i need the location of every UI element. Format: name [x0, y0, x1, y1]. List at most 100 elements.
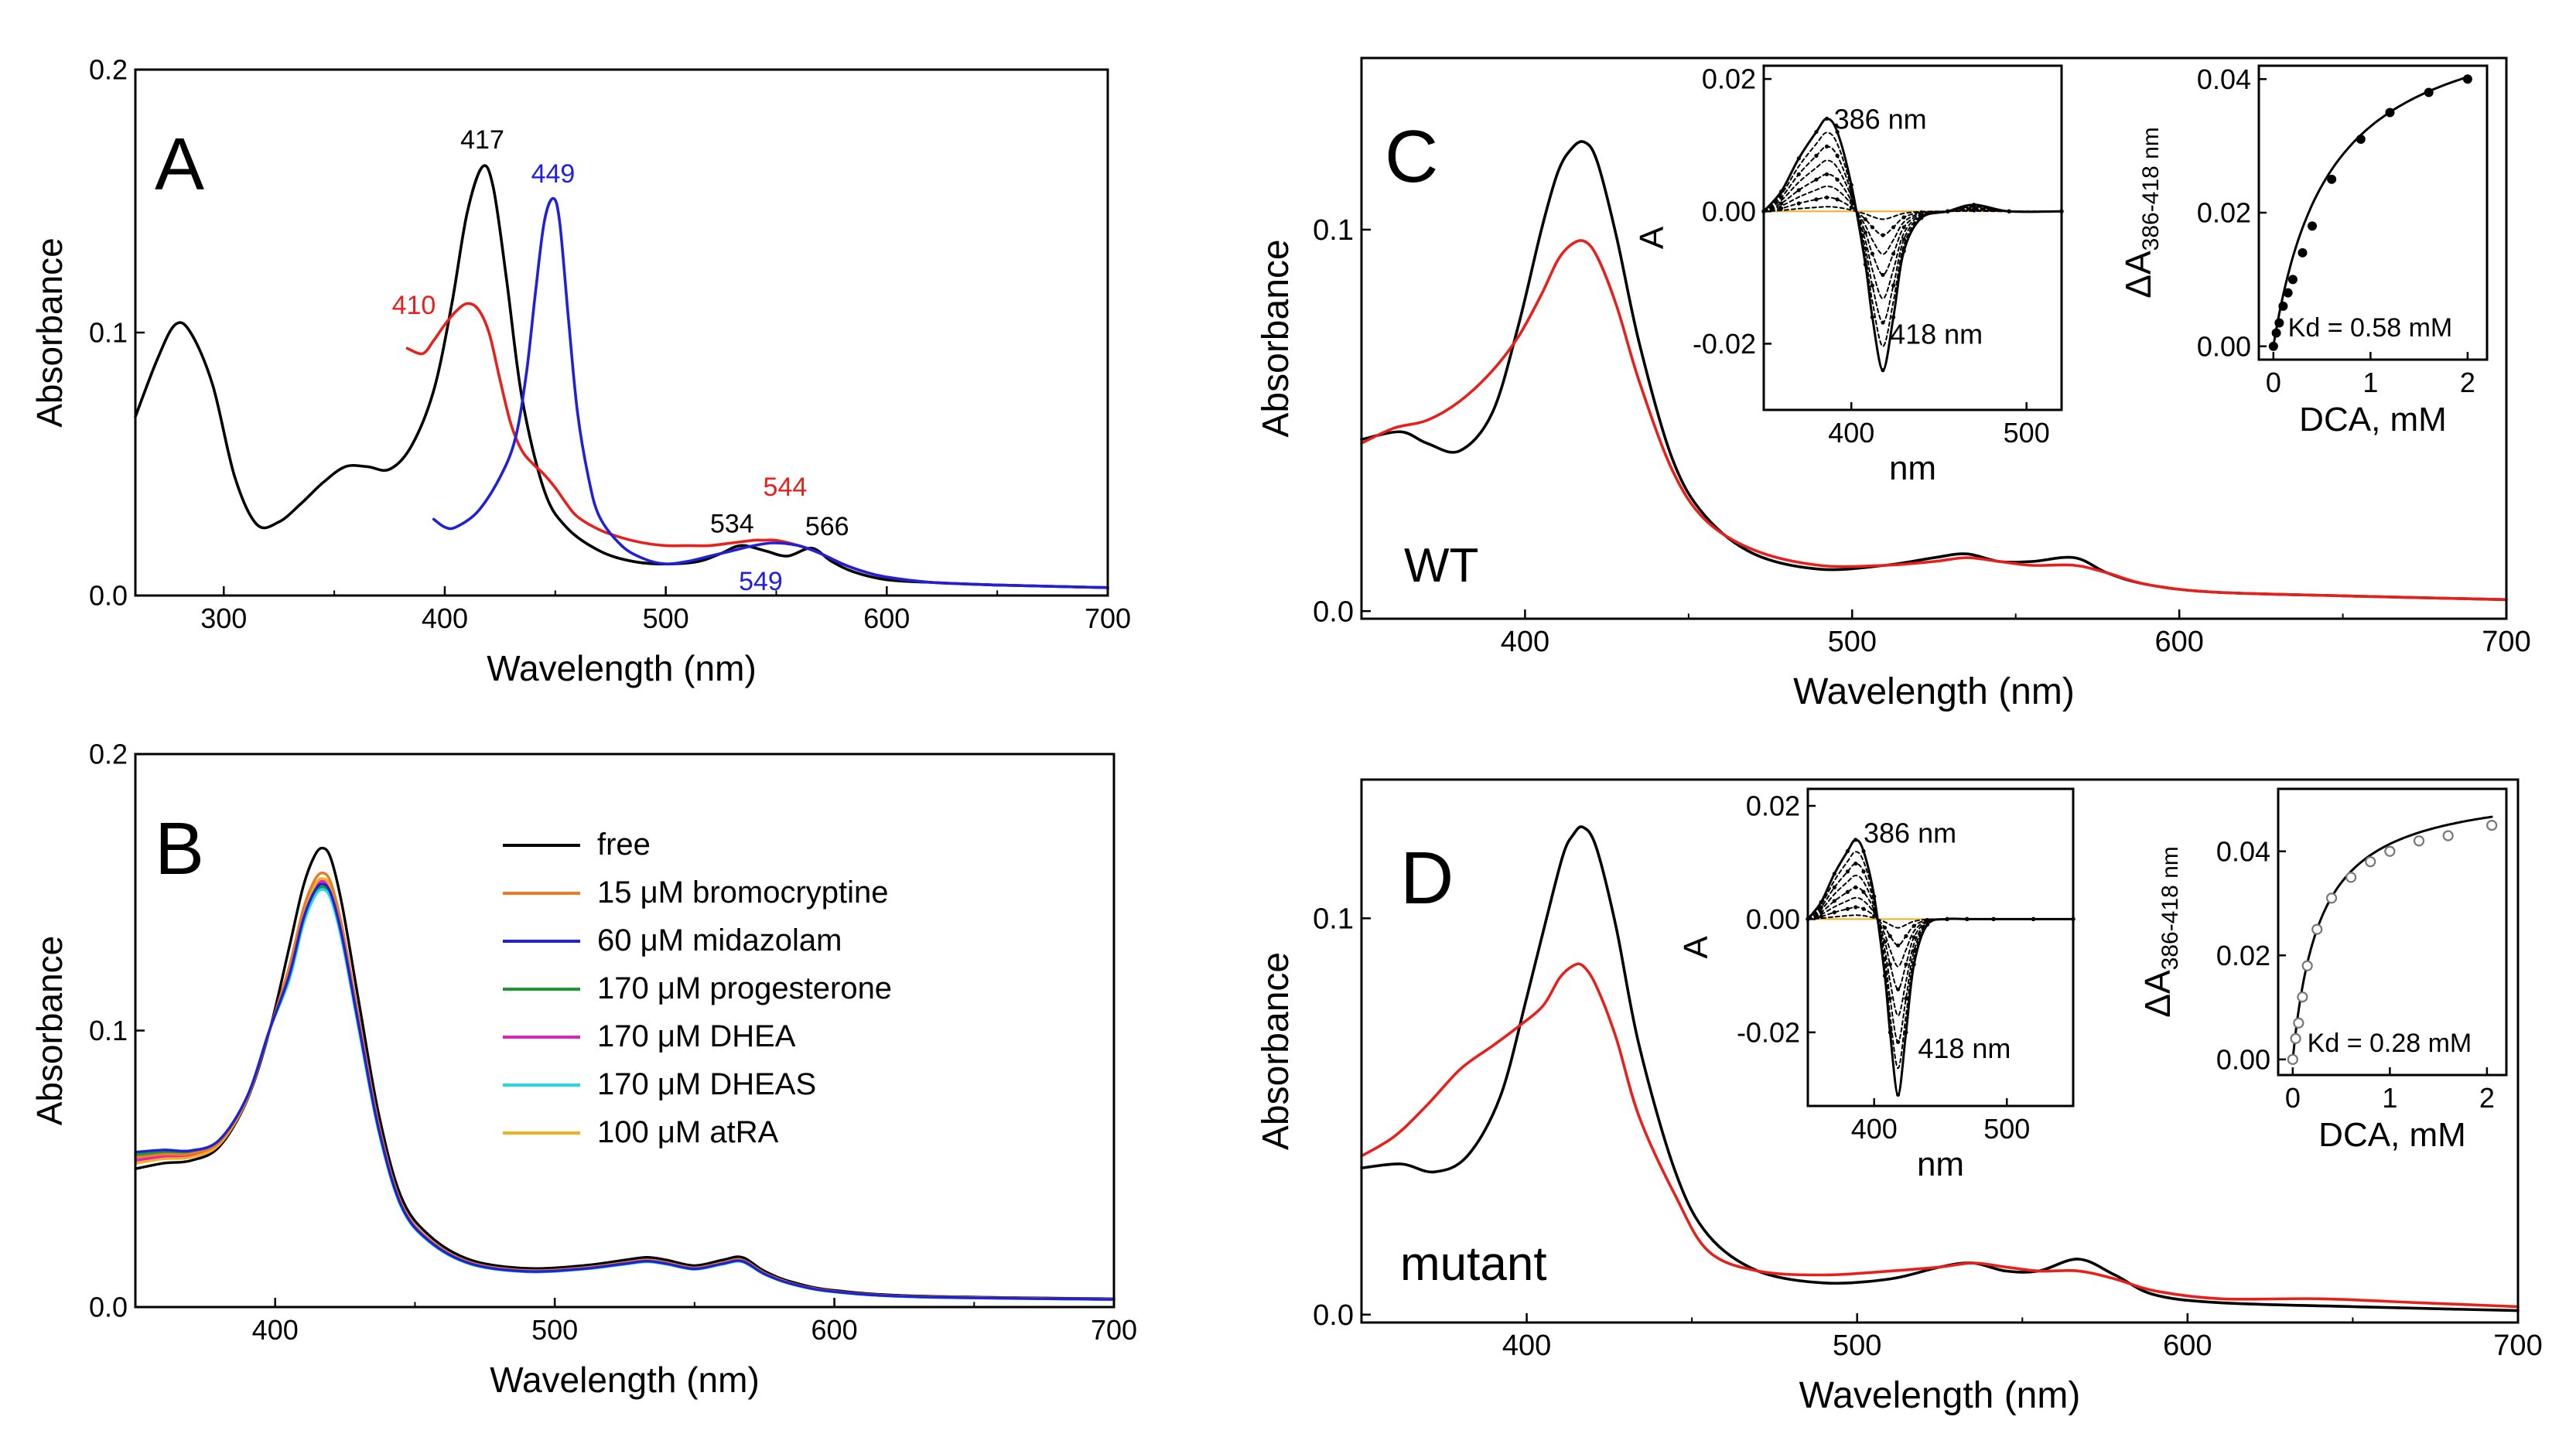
difference-point	[1845, 848, 1850, 854]
difference-point	[1779, 201, 1784, 206]
legend-entry: 170 μM progesterone	[597, 971, 892, 1005]
inset-y-axis-title-main: ΔA	[2118, 251, 2158, 299]
difference-point	[1796, 156, 1801, 161]
difference-point	[1945, 916, 1949, 921]
inset-peak-annotation: 386 nm	[1864, 817, 1956, 849]
inset-difference-spectra: 400 500 -0.02 0.00 0.02 nm A 386 nm 418 nm	[1677, 787, 2075, 1183]
binding-data-point	[2356, 135, 2366, 144]
panel-label: B	[155, 807, 204, 890]
legend: free 15 μM bromocryptine 60 μM midazolam 17…	[503, 828, 892, 1149]
difference-point	[1872, 913, 1877, 918]
difference-point	[1912, 962, 1916, 967]
inset-x-tick-label: 500	[2004, 417, 2050, 449]
difference-point	[1819, 910, 1823, 915]
legend-entry: 100 μM atRA	[597, 1115, 779, 1149]
binding-data-point	[2385, 108, 2395, 118]
sample-label: mutant	[1400, 1237, 1547, 1291]
difference-point	[1832, 872, 1836, 876]
difference-point	[1861, 848, 1866, 854]
y-axis-title: Absorbance	[1256, 239, 1297, 437]
difference-point	[1849, 198, 1853, 203]
difference-point	[1896, 943, 1901, 948]
difference-point	[1872, 908, 1877, 913]
difference-point	[1814, 197, 1819, 202]
inset-difference-spectra: 400 500 -0.02 0.00 0.02 nm A 386 nm 418 nm	[1633, 63, 2064, 487]
x-tick-label: 400	[1501, 626, 1549, 658]
legend-entry: 170 μM DHEAS	[597, 1067, 816, 1101]
difference-point	[1824, 116, 1830, 121]
difference-point	[1849, 183, 1853, 187]
inset-x-tick-label: 0	[2266, 367, 2281, 398]
x-axis-title: Wavelength (nm)	[1793, 671, 2075, 712]
inset-y-tick-label: 0.02	[1746, 790, 1800, 822]
difference-point	[1904, 996, 1908, 1001]
difference-point	[1882, 974, 1888, 978]
sample-label: WT	[1404, 539, 1478, 592]
y-tick-label: 0.2	[89, 54, 128, 86]
difference-point	[1881, 368, 1885, 373]
y-tick-label: 0.0	[1313, 1299, 1354, 1332]
peak-annotation: 566	[805, 512, 849, 541]
inset-y-axis-title: A	[1677, 936, 1715, 959]
peak-annotation: 549	[739, 567, 783, 596]
binding-data-point	[2311, 923, 2323, 935]
inset-x-tick-label: 500	[1983, 1113, 2030, 1145]
difference-point	[1853, 838, 1858, 842]
binding-data-point	[2424, 87, 2434, 97]
difference-point	[1861, 906, 1866, 911]
panel-b: 400 500 600 700 0.0 0.1 0.2 Wavelength (nm) Abso…	[29, 739, 1137, 1400]
x-tick-label: 400	[1502, 1329, 1551, 1362]
difference-point	[1872, 894, 1877, 899]
difference-point	[1824, 195, 1830, 200]
difference-point	[1819, 899, 1823, 905]
inset-y-tick-label: 0.02	[2197, 197, 2251, 229]
binding-data-point	[2325, 893, 2338, 904]
difference-point	[1912, 935, 1916, 940]
binding-fit-line	[2291, 815, 2493, 1061]
difference-point	[1853, 862, 1858, 866]
difference-point	[1891, 251, 1896, 256]
inset-y-tick-label: 0.04	[2216, 835, 2270, 867]
difference-point	[1919, 210, 1924, 215]
legend-entry: 170 μM DHEA	[597, 1019, 796, 1053]
difference-point	[1870, 225, 1875, 230]
inset-background	[1764, 66, 2062, 410]
inset-y-tick-label: 0.00	[2197, 330, 2251, 362]
x-tick-label: 700	[1091, 1314, 1137, 1346]
inset-peak-annotation: 418 nm	[1918, 1032, 2011, 1064]
difference-point	[1881, 320, 1885, 325]
inset-y-tick-label: 0.02	[2216, 940, 2270, 971]
difference-point	[1796, 201, 1801, 206]
inset-y-axis-title-subscript: 386-418 nm	[2157, 846, 2183, 970]
difference-point	[1835, 153, 1840, 158]
inset-peak-annotation: 386 nm	[1834, 103, 1927, 135]
difference-point	[1796, 172, 1801, 176]
binding-data-point	[2308, 221, 2318, 231]
difference-point	[1845, 889, 1850, 894]
difference-point	[1991, 916, 1996, 921]
difference-point	[1853, 905, 1858, 910]
difference-point	[1819, 914, 1823, 919]
inset-y-tick-label: 0.00	[2216, 1043, 2270, 1075]
binding-data-point	[2287, 275, 2298, 285]
y-tick-label: 0.1	[89, 317, 128, 349]
binding-data-point	[2290, 1032, 2301, 1045]
difference-point	[1904, 1030, 1908, 1035]
difference-point	[1863, 217, 1867, 222]
series-line-red	[1360, 962, 2520, 1309]
inset-y-tick-label: 0.04	[2197, 63, 2251, 95]
difference-point	[1881, 233, 1885, 237]
difference-point	[1779, 206, 1784, 211]
y-tick-label: 0.2	[89, 739, 128, 770]
inset-y-tick-label: 0.00	[1746, 903, 1800, 935]
difference-point	[1849, 190, 1853, 195]
series-line-blue	[432, 196, 1109, 589]
inset-x-tick-label: 400	[1851, 1113, 1898, 1145]
series-line-red	[1360, 239, 2508, 602]
difference-point	[1835, 129, 1840, 135]
x-tick-label: 500	[1828, 626, 1877, 658]
difference-point	[1832, 910, 1836, 915]
y-tick-label: 0.1	[1313, 903, 1354, 936]
inset-y-tick-label: -0.02	[1693, 328, 1756, 360]
